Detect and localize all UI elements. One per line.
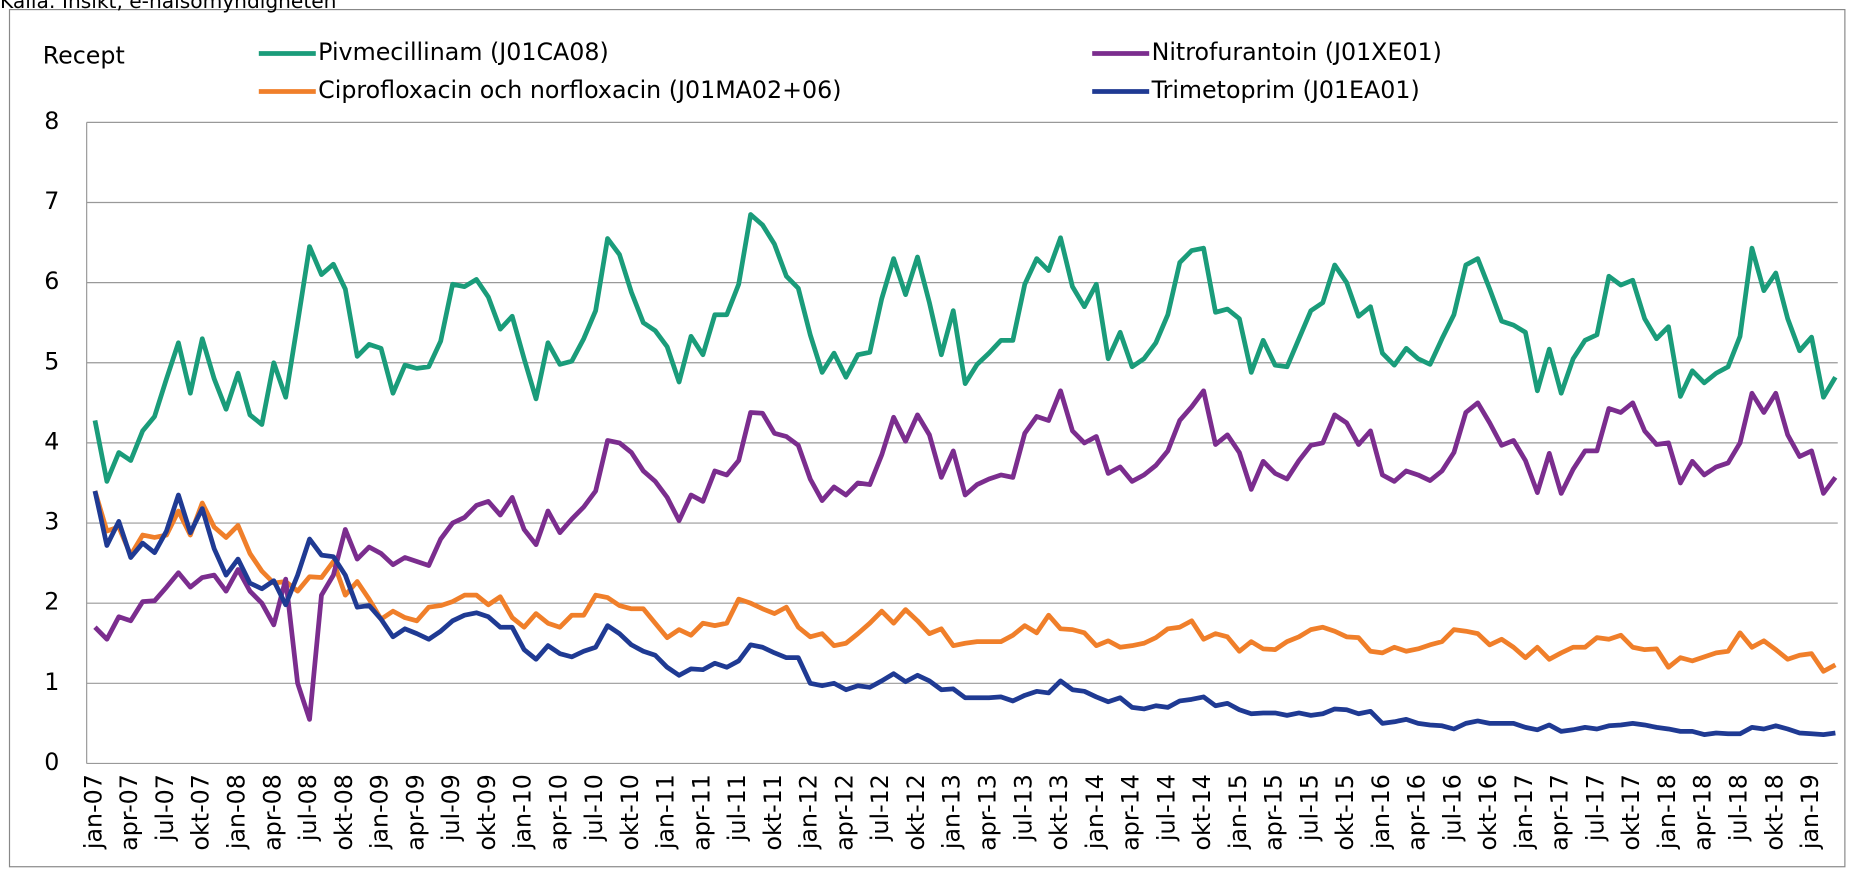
series-line <box>92 490 1837 674</box>
x-tick-label: jul-17 <box>1581 774 1609 842</box>
x-tick-label: jan-18 <box>1653 774 1681 850</box>
x-tick-label: jul-10 <box>580 774 608 842</box>
x-tick-label: jul-12 <box>866 774 894 842</box>
x-tick-label: okt-12 <box>902 774 930 850</box>
x-tick-label: okt-07 <box>187 774 215 850</box>
chart-border <box>8 8 1846 868</box>
x-tick-label: jul-09 <box>437 774 465 842</box>
x-tick-label: apr-10 <box>544 774 572 851</box>
x-tick-label: apr-09 <box>401 774 429 851</box>
x-tick-label: jul-07 <box>151 774 179 842</box>
x-tick-label: jan-14 <box>1081 774 1109 850</box>
x-tick-label: jan-12 <box>795 774 823 850</box>
x-tick-label: okt-17 <box>1617 774 1645 850</box>
x-tick-label: jul-16 <box>1438 774 1466 842</box>
x-tick-label: apr-17 <box>1546 774 1574 851</box>
series-line <box>93 388 1838 722</box>
y-tick-label: 2 <box>44 588 59 616</box>
legend-label: Pivmecillinam (J01CA08) <box>318 38 609 66</box>
series-line <box>92 212 1838 484</box>
source-note: Källa: Insikt, e-hälsomyndigheten <box>0 0 336 13</box>
x-tick-label: apr-13 <box>974 774 1002 851</box>
x-tick-label: jan-08 <box>223 774 251 850</box>
x-tick-label: apr-07 <box>115 774 143 851</box>
x-tick-label: okt-11 <box>759 774 787 850</box>
y-tick-label: 1 <box>44 668 59 696</box>
series-line <box>92 490 1836 737</box>
x-tick-label: okt-13 <box>1045 774 1073 850</box>
x-tick-label: okt-14 <box>1188 774 1216 850</box>
x-tick-label: jan-19 <box>1796 774 1824 850</box>
y-tick-label: 5 <box>44 347 59 375</box>
x-tick-label: jul-11 <box>723 774 751 842</box>
x-tick-label: okt-18 <box>1760 774 1788 850</box>
x-tick-label: jul-15 <box>1295 774 1323 842</box>
x-tick-label: okt-16 <box>1474 774 1502 850</box>
x-tick-label: jan-11 <box>652 774 680 850</box>
x-tick-label: jul-08 <box>294 774 322 842</box>
legend-label: Ciprofloxacin och norfloxacin (J01MA02+0… <box>318 76 841 104</box>
x-tick-label: apr-14 <box>1117 774 1145 851</box>
legend-label: Trimetoprim (J01EA01) <box>1151 76 1420 104</box>
x-tick-label: apr-11 <box>687 774 715 851</box>
x-tick-label: jul-18 <box>1725 774 1753 842</box>
x-tick-label: jul-13 <box>1009 774 1037 842</box>
x-tick-label: jan-16 <box>1367 774 1395 850</box>
x-tick-label: apr-15 <box>1260 774 1288 851</box>
y-axis-label: Recept <box>43 42 125 70</box>
y-tick-label: 4 <box>44 427 59 455</box>
x-tick-label: jan-09 <box>366 774 394 850</box>
legend-label: Nitrofurantoin (J01XE01) <box>1152 38 1442 66</box>
y-tick-label: 7 <box>44 187 59 215</box>
x-tick-label: jan-15 <box>1224 774 1252 850</box>
x-tick-label: jan-07 <box>79 774 107 850</box>
y-tick-label: 0 <box>44 748 59 776</box>
x-tick-label: apr-18 <box>1689 774 1717 851</box>
x-tick-label: apr-12 <box>830 774 858 851</box>
x-tick-label: okt-08 <box>330 774 358 850</box>
x-tick-label: okt-15 <box>1331 774 1359 850</box>
x-tick-label: jan-10 <box>509 774 537 850</box>
x-tick-label: jan-17 <box>1510 774 1538 850</box>
x-tick-label: apr-08 <box>258 774 286 851</box>
y-tick-label: 6 <box>44 267 59 295</box>
x-tick-label: jul-14 <box>1152 774 1180 842</box>
x-tick-label: jan-13 <box>938 774 966 850</box>
x-tick-label: okt-09 <box>473 774 501 850</box>
x-tick-label: apr-16 <box>1403 774 1431 851</box>
y-tick-label: 8 <box>44 107 59 135</box>
x-tick-label: okt-10 <box>616 774 644 850</box>
y-tick-label: 3 <box>44 508 59 536</box>
